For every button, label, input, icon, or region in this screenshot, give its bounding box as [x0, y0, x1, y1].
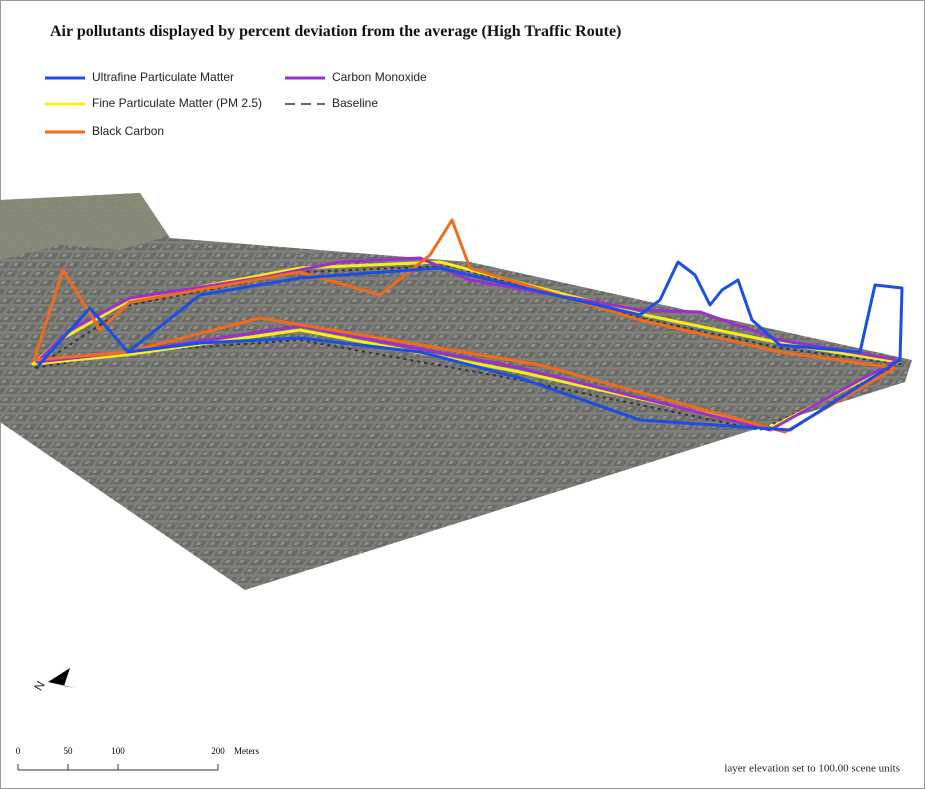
- legend-label: Ultrafine Particulate Matter: [92, 70, 234, 84]
- page: Air pollutants displayed by percent devi…: [0, 0, 925, 789]
- legend-label: Black Carbon: [92, 124, 164, 138]
- scale-label: 0: [16, 746, 21, 756]
- legend-label: Carbon Monoxide: [332, 70, 427, 84]
- scale-label: 100: [111, 746, 125, 756]
- map-frame: Air pollutants displayed by percent devi…: [0, 0, 925, 789]
- legend-label: Fine Particulate Matter (PM 2.5): [92, 96, 262, 110]
- legend-label: Baseline: [332, 96, 378, 110]
- elevation-note: layer elevation set to 100.00 scene unit…: [724, 763, 900, 775]
- scale-label: 50: [64, 746, 74, 756]
- scale-label: 200: [211, 746, 225, 756]
- scale-unit: Meters: [234, 746, 259, 756]
- map-title: Air pollutants displayed by percent devi…: [50, 23, 621, 40]
